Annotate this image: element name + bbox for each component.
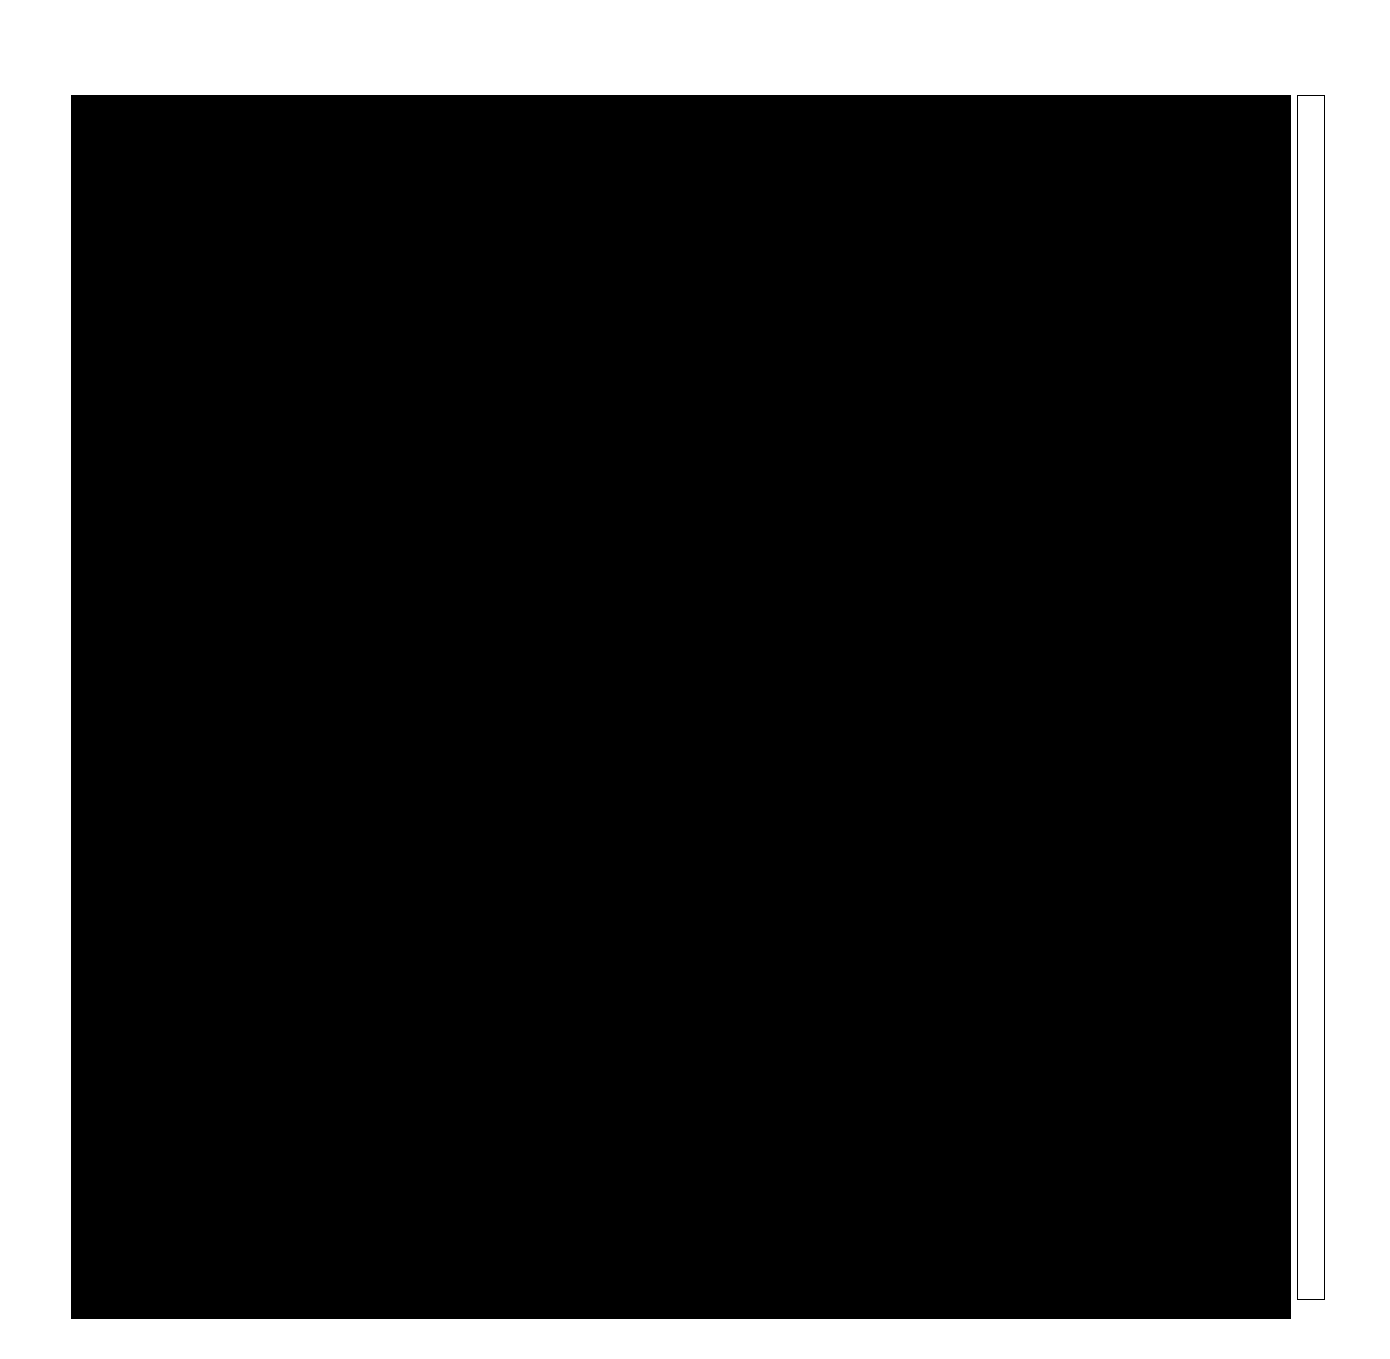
- colorbar: [1297, 95, 1325, 1300]
- satellite-map: [71, 95, 1291, 1319]
- satellite-image-canvas: [72, 96, 1290, 1318]
